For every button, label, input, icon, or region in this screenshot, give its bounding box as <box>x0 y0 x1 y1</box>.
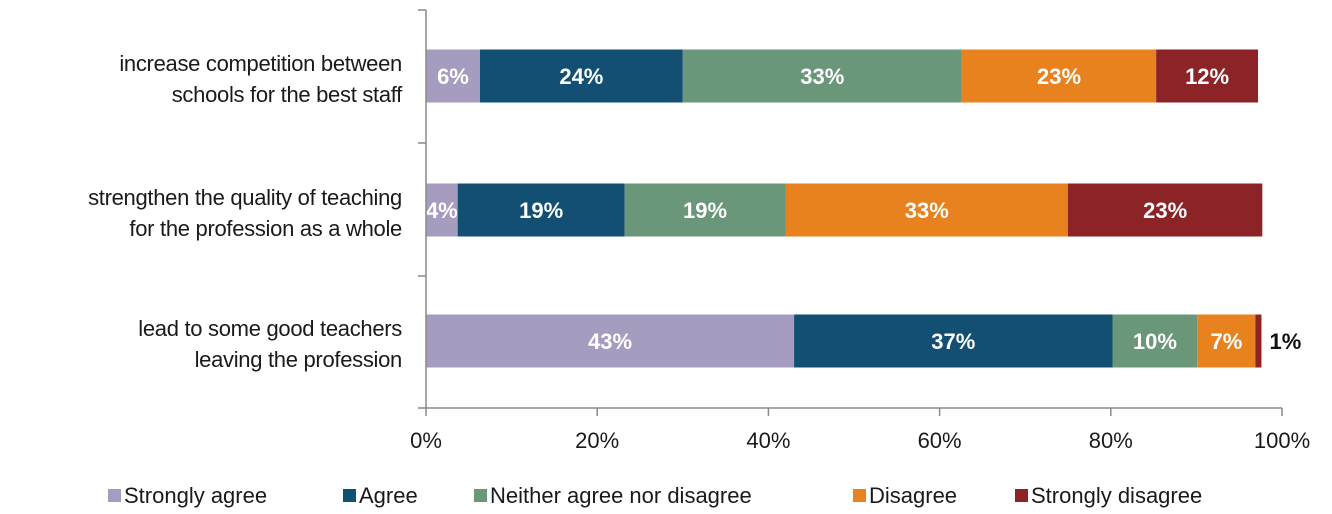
data-label: 4% <box>426 198 458 223</box>
category-label: leaving the profession <box>195 347 402 372</box>
bar-segment-1-disagree <box>961 49 1157 103</box>
legend-label: Agree <box>359 483 418 508</box>
category-labels: increase competition between schools for … <box>88 51 403 372</box>
category-label: schools for the best staff <box>172 82 403 107</box>
data-label: 33% <box>800 64 844 89</box>
x-tick-label: 40% <box>746 428 790 453</box>
data-label: 10% <box>1133 329 1177 354</box>
bar-segment-3-disagree <box>1197 314 1256 368</box>
legend-label: Disagree <box>869 483 957 508</box>
axes-group <box>418 9 1283 416</box>
legend-label: Neither agree nor disagree <box>490 483 752 508</box>
data-label: 12% <box>1185 64 1229 89</box>
bar-segment-1-strongly-disagree <box>1156 49 1259 103</box>
data-label: 33% <box>905 198 949 223</box>
bar-segment-2-neither-agree-nor-disagree <box>624 183 786 237</box>
category-label: lead to some good teachers <box>138 316 402 341</box>
bar-segment-1-agree <box>479 49 683 103</box>
bar-segment-3-neither-agree-nor-disagree <box>1112 314 1198 368</box>
legend-swatch <box>108 489 121 502</box>
data-label: 43% <box>588 329 632 354</box>
bar-segment-3-agree <box>794 314 1113 368</box>
x-tick-label: 60% <box>918 428 962 453</box>
bar-segment-1-neither-agree-nor-disagree <box>682 49 962 103</box>
data-label: 37% <box>931 329 975 354</box>
x-tick-label: 80% <box>1089 428 1133 453</box>
bar-segment-1-strongly-agree <box>426 49 480 103</box>
x-tick-label: 100% <box>1254 428 1310 453</box>
data-label: 7% <box>1210 329 1242 354</box>
category-label: for the profession as a whole <box>129 216 402 241</box>
legend-label: Strongly agree <box>124 483 267 508</box>
category-label: strengthen the quality of teaching <box>88 185 402 210</box>
bar-segment-3-strongly-agree <box>426 314 795 368</box>
bar-segment-2-strongly-agree <box>426 183 458 237</box>
legend-swatch <box>474 489 487 502</box>
category-label: increase competition between <box>119 51 402 76</box>
bar-segment-2-disagree <box>785 183 1068 237</box>
x-tick-label: 20% <box>575 428 619 453</box>
legend-label: Strongly disagree <box>1031 483 1202 508</box>
bar-segment-2-strongly-disagree <box>1068 183 1263 237</box>
data-label: 23% <box>1143 198 1187 223</box>
legend-swatch <box>1015 489 1028 502</box>
x-tick-labels: 0% 20% 40% 60% 80% 100% <box>410 428 1310 453</box>
data-label: 24% <box>559 64 603 89</box>
data-label: 23% <box>1037 64 1081 89</box>
data-label: 1% <box>1269 329 1301 354</box>
bars-group: 6% 24% 33% 23% 12% 4% 19% 19% 33% 23% 43% 37% 10% 7% 1… <box>426 49 1301 368</box>
legend: Strongly agree Agree Neither agree nor dis… <box>108 483 1202 508</box>
x-tick-label: 0% <box>410 428 442 453</box>
data-label: 19% <box>683 198 727 223</box>
bar-segment-2-agree <box>457 183 625 237</box>
bar-segment-3-strongly-disagree <box>1255 314 1262 368</box>
legend-swatch <box>343 489 356 502</box>
data-label: 6% <box>437 64 469 89</box>
legend-swatch <box>853 489 866 502</box>
data-label: 19% <box>519 198 563 223</box>
